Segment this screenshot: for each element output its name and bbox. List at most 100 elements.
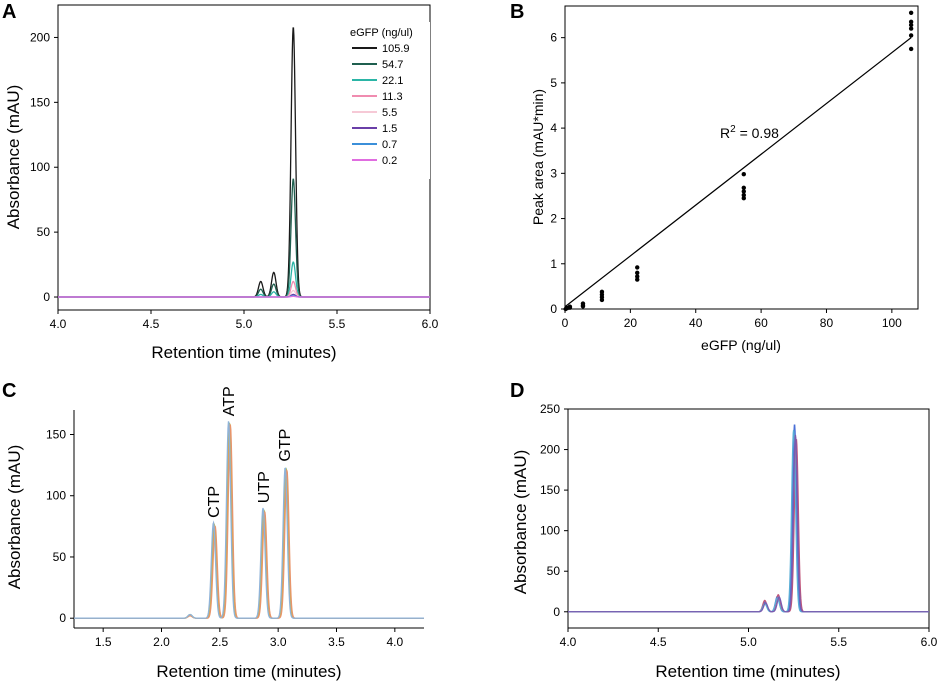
scatter-point — [599, 289, 605, 295]
legend-label-22-1: 22.1 — [382, 75, 403, 87]
legend-label-105-9: 105.9 — [382, 43, 410, 55]
y-tick-label-0: 100 — [30, 160, 50, 174]
scatter-point — [580, 301, 586, 306]
y-tick-label-1: 1 — [550, 257, 557, 271]
x-tick-label-3: 4.0 — [560, 635, 577, 649]
y-tick-label-3: 250 — [540, 402, 560, 416]
y-tick-label-0: 0 — [43, 290, 50, 304]
y-axis-label-c: Absorbance (mAU) — [5, 445, 24, 590]
x-tick-label-3: 4.5 — [650, 635, 667, 649]
legend-label-11-3: 11.3 — [382, 91, 403, 103]
axis-lines-c — [73, 410, 424, 629]
scatter-point — [908, 46, 914, 52]
scatter-point — [741, 185, 746, 190]
x-tick-label-0: 5.0 — [236, 317, 253, 331]
x-tick-label-1: 0 — [562, 316, 569, 330]
axis-ticks-b: 0 20 40 60 80 100 0 1 2 3 4 5 6 — [550, 31, 902, 330]
x-tick-label-1: 100 — [882, 316, 902, 330]
scatter-point — [635, 277, 640, 282]
chart-panel-d: 4.0 4.5 5.0 5.5 6.0 0 50 100 150 200 250 Retention… — [511, 402, 938, 681]
plot-frame-d — [567, 408, 930, 629]
x-axis-label-d: Retention time (minutes) — [655, 662, 840, 681]
panel-letter-b: B — [510, 1, 524, 23]
scatter-point — [741, 172, 746, 177]
series-line-trace-3 — [568, 430, 929, 613]
x-tick-label-1: 60 — [754, 316, 768, 330]
scatter-point — [741, 192, 746, 198]
peak-label-gtp: GTP — [277, 429, 294, 462]
x-tick-label-2: 2.5 — [211, 635, 228, 649]
x-axis-label-a: Retention time (minutes) — [151, 343, 336, 362]
panel-letter-a: A — [2, 1, 16, 23]
series-line-trace-1 — [74, 422, 424, 619]
series-line-22-1 — [58, 261, 430, 298]
y-tick-label-1: 0 — [550, 302, 557, 316]
series-line-0-2 — [58, 295, 430, 298]
series-line-trace-4 — [568, 434, 929, 613]
series-group-b — [563, 10, 914, 312]
scatter-point — [908, 10, 914, 15]
y-tick-label-3: 0 — [553, 605, 560, 619]
series-line-trace-4 — [74, 421, 424, 619]
x-axis-label-b: eGFP (ng/ul) — [701, 337, 781, 353]
y-axis-label-d: Absorbance (mAU) — [511, 450, 530, 595]
legend-label-5-5: 5.5 — [382, 107, 397, 119]
legend-label-1-5: 1.5 — [382, 123, 397, 135]
x-tick-label-1: 80 — [820, 316, 834, 330]
x-tick-label-3: 6.0 — [921, 635, 938, 649]
axis-ticks-a: 4.0 4.5 5.0 5.5 6.0 0 50 100 150 200 — [30, 30, 439, 331]
x-tick-label-0: 5.5 — [329, 317, 346, 331]
plot-frame-b — [564, 5, 919, 310]
y-axis-label-b: Peak area (mAU*min) — [530, 89, 546, 225]
peak-label-atp: ATP — [221, 386, 238, 416]
x-tick-label-3: 5.0 — [740, 635, 757, 649]
x-axis-label-c: Retention time (minutes) — [156, 662, 341, 681]
scatter-point — [635, 270, 640, 276]
x-tick-label-2: 4.0 — [386, 635, 403, 649]
series-group-d — [568, 424, 929, 613]
series-line-trace-1 — [568, 424, 929, 613]
panel-letter-c: C — [2, 380, 16, 402]
y-tick-label-3: 150 — [540, 483, 560, 497]
legend-label-54-7: 54.7 — [382, 59, 403, 71]
x-tick-label-0: 4.5 — [143, 317, 160, 331]
scatter-point — [908, 26, 914, 31]
r-squared-symbol: R — [720, 125, 730, 141]
series-line-trace-2 — [74, 423, 424, 619]
x-tick-label-2: 3.0 — [270, 635, 287, 649]
chart-panel-a: 4.0 4.5 5.0 5.5 6.0 0 50 100 150 200 Retention ti… — [4, 4, 439, 362]
scatter-point — [741, 196, 746, 201]
y-tick-label-1: 3 — [550, 166, 557, 180]
y-tick-label-0: 50 — [37, 225, 51, 239]
scatter-point — [908, 22, 914, 28]
y-tick-label-1: 2 — [550, 212, 557, 226]
scatter-point — [635, 274, 640, 279]
y-tick-label-1: 6 — [550, 31, 557, 45]
x-tick-label-2: 1.5 — [95, 635, 112, 649]
regression-line — [564, 37, 912, 308]
axis-ticks-d: 4.0 4.5 5.0 5.5 6.0 0 50 100 150 200 250 — [540, 402, 938, 649]
y-tick-label-2: 150 — [46, 427, 66, 441]
r-squared-value: = 0.98 — [736, 125, 779, 141]
y-tick-label-3: 50 — [547, 564, 561, 578]
x-tick-label-0: 6.0 — [422, 317, 439, 331]
chart-panel-b: 0 20 40 60 80 100 0 1 2 3 4 5 6 eGFP (ng/ul) Peak ar… — [530, 5, 919, 353]
y-tick-label-2: 0 — [59, 611, 66, 625]
y-tick-label-0: 200 — [30, 30, 50, 44]
series-line-54-7 — [58, 178, 430, 298]
legend-label-0-2: 0.2 — [382, 155, 397, 167]
legend-title-a: eGFP (ng/ul) — [350, 27, 413, 39]
y-axis-label-a: Absorbance (mAU) — [4, 85, 23, 230]
y-tick-label-0: 150 — [30, 95, 50, 109]
axis-ticks-c: 1.5 2.0 2.5 3.0 3.5 4.0 0 50 100 150 — [46, 427, 404, 649]
r-squared-superscript: 2 — [730, 124, 736, 135]
x-tick-label-3: 5.5 — [830, 635, 847, 649]
legend-label-0-7: 0.7 — [382, 139, 397, 151]
peak-label-ctp: CTP — [206, 486, 223, 518]
series-line-trace-2 — [568, 439, 929, 613]
chart-panel-c: 1.5 2.0 2.5 3.0 3.5 4.0 0 50 100 150 CTP ATP UTPGTP… — [5, 386, 424, 681]
series-group-a — [58, 27, 430, 298]
panel-letter-d: D — [510, 380, 524, 402]
